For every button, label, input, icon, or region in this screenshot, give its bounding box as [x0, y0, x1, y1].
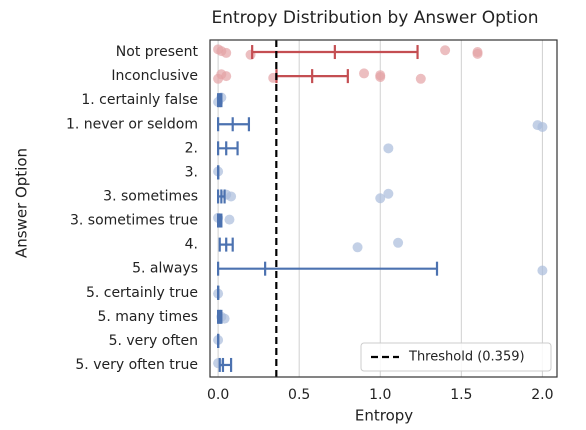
strip-point [383, 188, 394, 199]
strip-point [440, 45, 451, 56]
legend-label: Threshold (0.359) [408, 350, 525, 365]
y-tick-label: 1. never or seldom [66, 116, 198, 132]
strip-point [352, 242, 363, 253]
y-tick-label: 5. very often [109, 333, 198, 349]
y-tick-label: 5. many times [97, 309, 198, 325]
y-tick-label: Not present [116, 44, 199, 60]
x-tick-label: 0.5 [288, 387, 310, 403]
y-tick-label: 3. [185, 164, 198, 180]
chart-title: Entropy Distribution by Answer Option [211, 8, 538, 28]
y-tick-label: 5. certainly true [86, 285, 198, 301]
strip-point [415, 73, 426, 84]
strip-point [224, 214, 235, 225]
legend-box [360, 342, 552, 372]
strip-point [537, 121, 548, 132]
strip-point [213, 358, 224, 369]
plot-frame [209, 39, 558, 378]
strip-point [375, 72, 386, 83]
x-tick-label: 0.0 [207, 387, 229, 403]
strip-point [359, 68, 370, 79]
y-tick-label: 4. [185, 237, 198, 253]
y-tick-label: 3. sometimes true [70, 213, 198, 229]
y-tick-label: 2. [185, 140, 198, 156]
x-tick-label: 1.5 [450, 387, 472, 403]
x-tick-label: 1.0 [369, 387, 391, 403]
y-tick-label: Inconclusive [111, 68, 198, 84]
strip-point [221, 47, 232, 58]
strip-point [221, 71, 232, 82]
strip-point [393, 237, 404, 248]
strip-point [375, 193, 386, 204]
x-axis-label: Entropy [355, 407, 413, 425]
y-tick-label: 1. certainly false [81, 92, 198, 108]
strip-point [383, 143, 394, 154]
y-tick-label: 5. very often true [75, 357, 198, 373]
strip-point [472, 48, 483, 59]
strip-point [226, 191, 237, 202]
y-axis-label: Answer Option [13, 148, 31, 258]
y-tick-label: 3. sometimes [103, 188, 198, 204]
strip-point [537, 265, 548, 276]
y-tick-label: 5. always [132, 261, 198, 277]
x-tick-label: 2.0 [531, 387, 553, 403]
